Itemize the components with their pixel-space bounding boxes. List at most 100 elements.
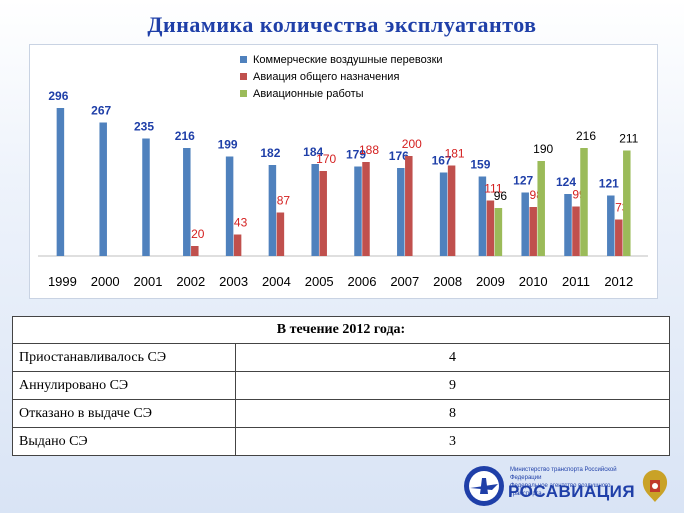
data-label-2002-series-1: 20	[191, 227, 205, 241]
bar-2011-series-2	[580, 148, 588, 256]
legend-swatch-commercial	[240, 56, 247, 63]
bar-2004-series-0	[268, 165, 277, 256]
data-label-2011-series-2: 216	[576, 129, 596, 143]
bar-2012-series-2	[623, 150, 631, 256]
data-label-2006-series-0: 179	[346, 148, 366, 162]
data-label-2012-series-0: 121	[599, 177, 619, 191]
legend-label-general-aviation: Авиация общего назначения	[253, 70, 400, 83]
x-tick-label-2006: 2006	[348, 274, 377, 289]
data-label-2002-series-0: 216	[175, 129, 195, 143]
bar-2012-series-1	[615, 219, 623, 256]
chart-legend: Коммерческие воздушные перевозки Авиация…	[240, 51, 443, 102]
summary-header: В течение 2012 года:	[12, 316, 670, 344]
x-tick-label-2001: 2001	[134, 274, 163, 289]
bar-2000-series-0	[99, 122, 107, 256]
ministry-line-2: Федеральное агентство воздушного транспо…	[510, 483, 611, 497]
logo-wordmark: РОСАВИАЦИЯ	[508, 482, 636, 501]
x-tick-label-2009: 2009	[476, 274, 505, 289]
bar-2008-series-1	[447, 165, 456, 256]
bar-2011-series-1	[572, 206, 580, 256]
legend-item-commercial: Коммерческие воздушные перевозки	[240, 51, 443, 68]
x-tick-label-2000: 2000	[91, 274, 120, 289]
data-label-2009-series-1: 111	[484, 182, 503, 196]
data-label-2007-series-0: 176	[389, 149, 409, 163]
data-label-2004-series-0: 182	[260, 146, 280, 160]
x-tick-label-2003: 2003	[219, 274, 248, 289]
data-label-2005-series-0: 184	[303, 145, 323, 159]
bar-2006-series-0	[354, 166, 362, 256]
bar-2002-series-0	[183, 148, 191, 256]
row-label: Аннулировано СЭ	[12, 371, 236, 400]
bar-chart: 296 1999 267 2000 235 2001 216 20 2002 199 43 2003 1…	[29, 44, 658, 299]
legend-label-aerial-work: Авиационные работы	[253, 87, 364, 100]
legend-swatch-general-aviation	[240, 73, 247, 80]
data-label-2008-series-1: 181	[445, 147, 465, 161]
summary-header-row: В течение 2012 года:	[12, 316, 670, 344]
x-tick-label-1999: 1999	[48, 274, 77, 289]
bar-2006-series-1	[362, 162, 370, 256]
ministry-line-1: Министерство транспорта Российской Федер…	[510, 467, 617, 481]
x-tick-label-2011: 2011	[562, 274, 590, 289]
bar-2008-series-0	[439, 172, 448, 256]
row-value: 3	[235, 427, 670, 456]
bar-2010-series-2	[537, 161, 545, 256]
bar-2009-series-0	[478, 176, 487, 256]
table-row: Выдано СЭ 3	[12, 427, 670, 456]
data-label-2006-series-1: 188	[359, 143, 379, 157]
row-value: 4	[235, 343, 670, 372]
data-label-2000-series-0: 267	[91, 104, 111, 118]
table-row: Отказано в выдаче СЭ 8	[12, 399, 670, 428]
legend-label-commercial: Коммерческие воздушные перевозки	[253, 53, 443, 66]
data-label-1999-series-0: 296	[48, 89, 68, 103]
legend-item-general-aviation: Авиация общего назначения	[240, 68, 443, 85]
x-tick-label-2005: 2005	[305, 274, 334, 289]
data-label-2010-series-0: 127	[513, 174, 533, 188]
x-tick-label-2012: 2012	[604, 274, 633, 289]
rosaviatsia-emblem-icon	[464, 466, 504, 506]
data-label-2012-series-2: 211	[619, 132, 638, 146]
data-label-2003-series-1: 43	[234, 216, 248, 230]
bar-2007-series-1	[405, 156, 413, 256]
x-tick-label-2002: 2002	[176, 274, 205, 289]
bar-2010-series-1	[529, 207, 537, 256]
row-value: 9	[235, 371, 670, 400]
x-tick-label-2008: 2008	[433, 274, 462, 289]
ministry-text: Министерство транспорта Российской Федер…	[510, 466, 640, 498]
bar-2012-series-0	[607, 195, 615, 256]
data-label-2004-series-1: 87	[277, 194, 291, 208]
data-label-2003-series-0: 199	[218, 138, 238, 152]
row-value: 8	[235, 399, 670, 428]
bar-2003-series-0	[225, 156, 234, 256]
bar-2011-series-0	[564, 194, 572, 256]
bar-2007-series-0	[397, 168, 405, 256]
bar-2004-series-1	[276, 212, 285, 256]
bar-2005-series-1	[319, 171, 327, 256]
data-label-2007-series-1: 200	[402, 137, 422, 151]
bar-2005-series-0	[311, 164, 319, 256]
data-label-2005-series-1: 170	[316, 152, 336, 166]
x-tick-label-2010: 2010	[519, 274, 548, 289]
bar-2010-series-0	[521, 192, 529, 256]
coat-of-arms-icon	[642, 470, 668, 502]
row-label: Приостанавливалось СЭ	[12, 343, 236, 372]
legend-swatch-aerial-work	[240, 90, 247, 97]
row-label: Отказано в выдаче СЭ	[12, 399, 236, 428]
bar-2003-series-1	[233, 234, 242, 256]
data-label-2010-series-2: 190	[533, 142, 553, 156]
data-label-2001-series-0: 235	[134, 120, 154, 134]
bar-2001-series-0	[142, 138, 150, 256]
data-label-2009-series-2: 96	[494, 189, 508, 203]
table-row: Аннулировано СЭ 9	[12, 371, 670, 400]
chart-svg: 296 1999 267 2000 235 2001 216 20 2002 199 43 2003 1…	[38, 89, 648, 289]
x-tick-label-2004: 2004	[262, 274, 291, 289]
summary-table: В течение 2012 года: Приостанавливалось …	[12, 316, 670, 456]
rosaviatsia-logo: Министерство транспорта Российской Федер…	[462, 464, 672, 508]
legend-item-aerial-work: Авиационные работы	[240, 85, 443, 102]
data-label-2008-series-0: 167	[432, 154, 452, 168]
x-tick-label-2007: 2007	[390, 274, 419, 289]
bar-2009-series-2	[494, 208, 503, 256]
table-row: Приостанавливалось СЭ 4	[12, 343, 670, 372]
page-title: Динамика количества эксплуатантов	[147, 12, 537, 37]
data-label-2009-series-0: 159	[470, 158, 490, 172]
bar-2009-series-1	[486, 200, 495, 256]
